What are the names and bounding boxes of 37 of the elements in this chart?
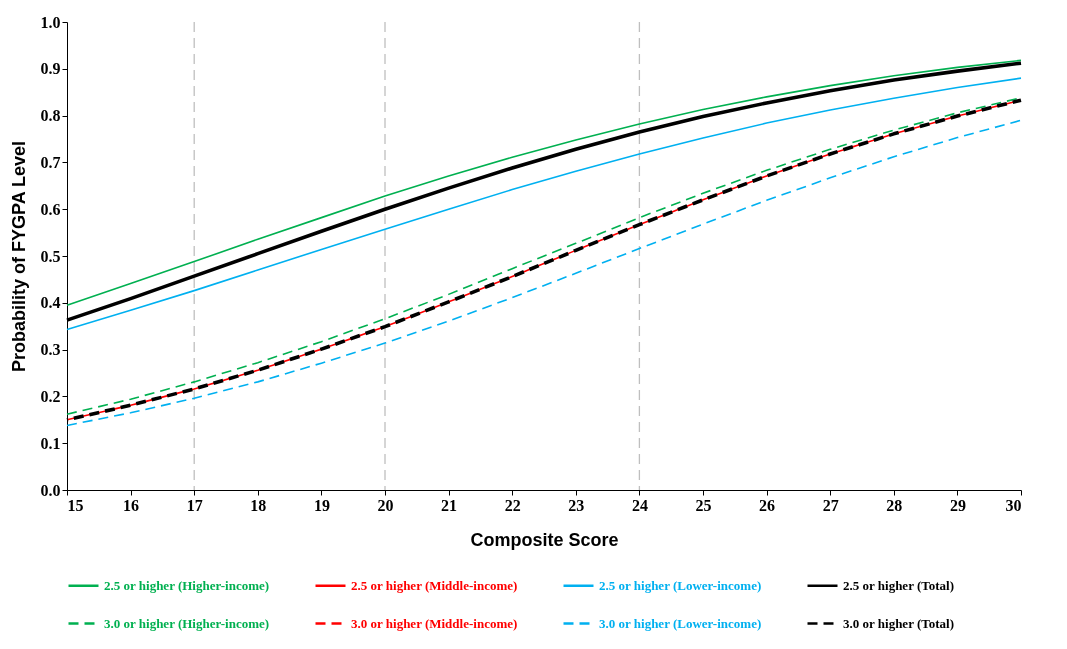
y-tick-label: 0.0 xyxy=(40,481,61,499)
x-tick-label: 25 xyxy=(695,496,712,514)
legend-label: 2.5 or higher (Lower-income) xyxy=(599,577,762,593)
legend-label: 3.0 or higher (Middle-income) xyxy=(351,615,518,631)
x-tick-label: 26 xyxy=(759,496,776,514)
legend-label: 3.0 or higher (Higher-income) xyxy=(104,615,270,631)
y-tick-label: 0.8 xyxy=(40,107,61,125)
y-tick-label: 0.9 xyxy=(40,60,61,78)
y-axis-title: Probability of FYGPA Level xyxy=(8,140,29,373)
x-tick-label: 30 xyxy=(1005,496,1022,514)
x-tick-label: 24 xyxy=(631,496,648,514)
y-tick-label: 0.7 xyxy=(40,153,61,171)
legend-label: 2.5 or higher (Middle-income) xyxy=(351,577,518,593)
x-axis-title: Composite Score xyxy=(470,529,619,550)
x-tick-label: 18 xyxy=(250,496,267,514)
x-tick-label: 28 xyxy=(886,496,903,514)
y-tick-label: 0.3 xyxy=(40,341,61,359)
x-tick-label: 15 xyxy=(67,496,84,514)
x-tick-label: 21 xyxy=(441,496,458,514)
y-tick-label: 1.0 xyxy=(40,13,61,31)
x-tick-label: 27 xyxy=(822,496,839,514)
x-tick-label: 16 xyxy=(123,496,140,514)
y-tick-label: 0.2 xyxy=(40,387,61,405)
legend-label: 3.0 or higher (Total) xyxy=(843,615,954,631)
x-tick-label: 23 xyxy=(568,496,585,514)
x-tick-label: 22 xyxy=(504,496,521,514)
legend-label: 2.5 or higher (Total) xyxy=(843,577,954,593)
y-tick-label: 0.1 xyxy=(40,434,61,452)
legend-label: 3.0 or higher (Lower-income) xyxy=(599,615,762,631)
x-tick-label: 17 xyxy=(186,496,203,514)
x-tick-label: 19 xyxy=(313,496,330,514)
x-tick-label: 29 xyxy=(949,496,966,514)
x-tick-label: 20 xyxy=(377,496,394,514)
legend-label: 2.5 or higher (Higher-income) xyxy=(104,577,270,593)
y-tick-label: 0.5 xyxy=(40,247,61,265)
y-tick-label: 0.6 xyxy=(40,200,61,218)
y-tick-label: 0.4 xyxy=(40,294,61,312)
